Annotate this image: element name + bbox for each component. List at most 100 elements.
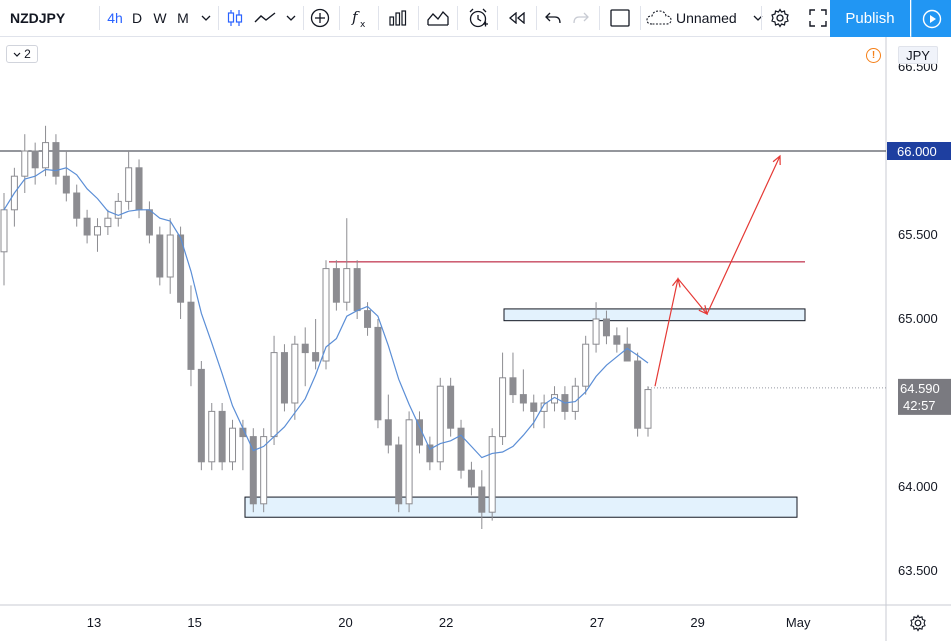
- settings-button[interactable]: [767, 0, 793, 36]
- candle-body: [613, 335, 621, 345]
- interval-label: M: [177, 10, 189, 26]
- replay-button[interactable]: [505, 0, 529, 36]
- chart-type-button[interactable]: [224, 0, 246, 36]
- chevron-down-icon: [201, 15, 211, 21]
- candle-body: [260, 436, 268, 505]
- toolbar-divider: [378, 6, 379, 30]
- candle-body: [135, 167, 143, 211]
- candle-body: [93, 226, 101, 236]
- candle-body: [104, 217, 112, 228]
- fullscreen-box-icon: [610, 9, 630, 27]
- arrow-head: [698, 305, 708, 316]
- toolbar-divider: [497, 6, 498, 30]
- line-style-icon: [254, 12, 276, 23]
- time-tick-label: 27: [590, 615, 604, 630]
- candle-body: [457, 427, 465, 471]
- arrow-head: [772, 154, 781, 166]
- candle-body: [177, 234, 185, 303]
- candle-body: [623, 343, 631, 362]
- warning-icon[interactable]: !: [866, 48, 881, 63]
- alert-button[interactable]: [465, 0, 491, 36]
- candle-body: [602, 318, 610, 337]
- compare-button[interactable]: [309, 0, 331, 36]
- svg-text:f: f: [351, 8, 360, 26]
- candle-body: [187, 301, 195, 370]
- candle-body: [447, 385, 455, 429]
- candle-body: [125, 167, 133, 202]
- bar-templates-button[interactable]: [386, 0, 410, 36]
- publish-label: Publish: [845, 10, 895, 27]
- candle-body: [197, 368, 205, 463]
- candle-body: [519, 394, 527, 404]
- alert-icon: [469, 8, 488, 28]
- support-zone[interactable]: [244, 496, 798, 518]
- replay-icon: [508, 12, 525, 24]
- candle-body: [592, 318, 600, 345]
- interval-label: W: [153, 10, 167, 26]
- publish-button[interactable]: Publish: [830, 0, 910, 37]
- candle-body: [467, 469, 475, 488]
- candle-body: [353, 268, 361, 312]
- candle-body: [229, 427, 237, 463]
- time-tick-label: May: [786, 615, 811, 630]
- candle-body: [364, 310, 372, 328]
- resistance-zone[interactable]: [503, 308, 806, 322]
- candle-body: [0, 209, 8, 253]
- candle-body: [436, 385, 444, 463]
- candle-body: [530, 402, 538, 412]
- candle-body: [73, 192, 81, 219]
- candle-body: [270, 352, 278, 438]
- symbol-search-button[interactable]: NZDJPY: [0, 0, 99, 36]
- gear-icon[interactable]: [909, 614, 927, 632]
- price-tick-label: 63.500: [898, 563, 938, 578]
- projection-arrow[interactable]: [654, 155, 781, 387]
- play-button[interactable]: [911, 0, 951, 37]
- interval-m-button[interactable]: M: [173, 0, 193, 36]
- candle-body: [426, 444, 434, 463]
- layout-save-button[interactable]: Unnamed: [646, 0, 764, 36]
- add-compare-icon: [310, 8, 330, 28]
- chart-properties-button[interactable]: [425, 0, 451, 36]
- chart-pane[interactable]: 63.50064.00064.50065.00065.50066.00066.5…: [0, 37, 951, 641]
- time-tick-label: 22: [439, 615, 453, 630]
- candle-body: [509, 377, 517, 396]
- candle-body: [582, 343, 590, 387]
- candle-body: [62, 175, 70, 194]
- candle-body: [634, 360, 642, 429]
- candles-icon: [227, 10, 243, 26]
- undo-icon: [545, 12, 561, 24]
- fullscreen-box-button[interactable]: [607, 0, 633, 36]
- interval-d-button[interactable]: D: [128, 0, 146, 36]
- interval-4h-button[interactable]: 4h: [104, 0, 126, 36]
- chevron-down-icon: [753, 15, 763, 21]
- candle-body: [384, 419, 392, 446]
- candle-body: [280, 352, 288, 404]
- bar-countdown-label: 42:57: [903, 398, 936, 413]
- price-tick-label: 65.000: [898, 311, 938, 326]
- currency-label[interactable]: JPY: [898, 46, 938, 64]
- time-tick-label: 29: [690, 615, 704, 630]
- candle-body: [249, 436, 257, 505]
- chevron-down-icon: [13, 52, 21, 57]
- expand-icon: [809, 9, 827, 27]
- line-style-dropdown-button[interactable]: [282, 0, 300, 36]
- horizontal-line-price-label: 66.000: [897, 144, 937, 159]
- line-style-icon: [427, 10, 449, 26]
- fullscreen-button[interactable]: [806, 0, 830, 36]
- interval-label: D: [131, 10, 143, 26]
- line-style-button[interactable]: [252, 0, 278, 36]
- interval-w-button[interactable]: W: [150, 0, 170, 36]
- interval-dropdown-button[interactable]: [197, 0, 215, 36]
- layout-name: Unnamed: [676, 10, 737, 26]
- candle-body: [156, 234, 164, 278]
- gear-icon: [771, 8, 789, 28]
- price-chart[interactable]: 63.50064.00064.50065.00065.50066.00066.5…: [0, 37, 951, 641]
- indicator-legend-toggle[interactable]: 2: [6, 45, 38, 63]
- toolbar-divider: [99, 6, 100, 30]
- time-tick-label: 20: [338, 615, 352, 630]
- undo-button[interactable]: [542, 0, 564, 36]
- redo-button[interactable]: [570, 0, 592, 36]
- candle-body: [540, 402, 548, 412]
